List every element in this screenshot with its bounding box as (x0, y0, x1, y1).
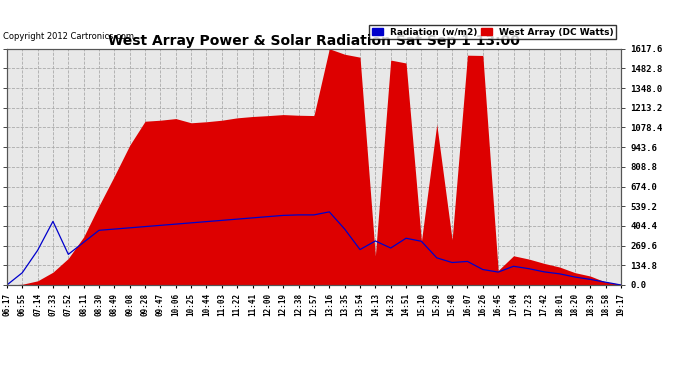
Text: Copyright 2012 Cartronics.com: Copyright 2012 Cartronics.com (3, 32, 135, 41)
Legend: Radiation (w/m2), West Array (DC Watts): Radiation (w/m2), West Array (DC Watts) (369, 25, 616, 39)
Title: West Array Power & Solar Radiation Sat Sep 1 13:00: West Array Power & Solar Radiation Sat S… (108, 34, 520, 48)
